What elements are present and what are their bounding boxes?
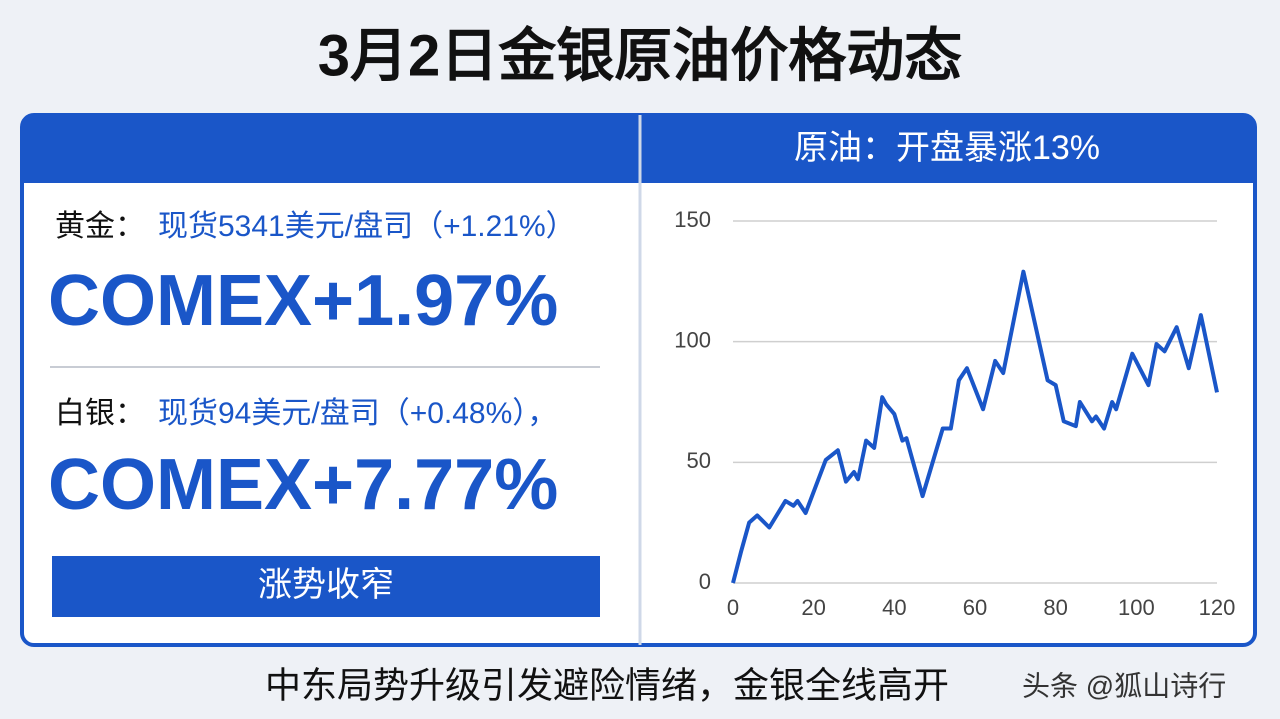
y-tick-label: 150 (674, 207, 711, 232)
y-tick-label: 100 (674, 327, 711, 352)
x-tick-label: 80 (1043, 595, 1067, 620)
watermark: 头条 @狐山诗行 (1022, 670, 1226, 701)
gold-label: 黄金： (55, 210, 145, 243)
gold-spot: 现货5341美元/盘司（+1.21%） (158, 210, 576, 243)
y-tick-label: 0 (699, 569, 711, 594)
chart-title: 原油：开盘暴涨13% (794, 129, 1100, 167)
silver-label: 白银： (55, 397, 145, 430)
y-tick-label: 50 (687, 448, 711, 473)
x-tick-label: 40 (882, 595, 906, 620)
x-tick-label: 60 (963, 595, 987, 620)
footer: 中东局势升级引发避险情绪，金银全线高开 (265, 665, 949, 706)
x-tick-label: 20 (801, 595, 825, 620)
x-tick-label: 100 (1118, 595, 1155, 620)
x-tick-label: 0 (727, 595, 739, 620)
tag-box (52, 556, 600, 617)
silver-spot: 现货94美元/盘司（+0.48%）， (158, 397, 557, 430)
tag: 涨势收窄 (258, 566, 394, 604)
x-tick-label: 120 (1199, 595, 1236, 620)
title: 3月2日金银原油价格动态 (318, 23, 963, 88)
silver-comex: COMEX+7.77% (48, 445, 558, 525)
gold-comex: COMEX+1.97% (48, 261, 558, 341)
line (731, 269, 1219, 584)
